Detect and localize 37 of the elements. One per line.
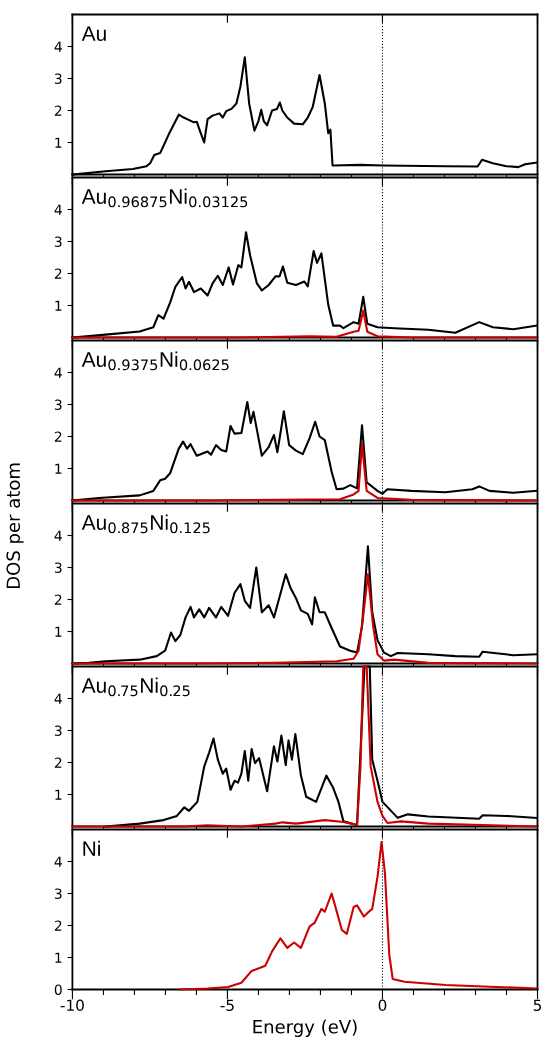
y-tick-label: 4 [54,41,62,52]
y-tick-label: 4 [54,856,62,867]
y-tick-label: 1 [55,789,62,800]
chart-title: Au$_{0.9375}$Ni$_{0.0625}$ [81,351,229,371]
x-axis-title: Energy (eV) [253,1019,357,1038]
chart-title: Au$_{0.96875}$Ni$_{0.03125}$ [81,188,248,208]
y-tick-label: 1 [55,137,62,148]
chart-title: Au$_{0.75}$Ni$_{0.25}$ [81,677,190,697]
y-tick-label: 0 [54,984,62,995]
x-tick-label: -10 [60,999,84,1012]
y-tick-label: 4 [54,367,62,378]
y-tick-label: 2 [54,268,62,279]
y-tick-label: 4 [54,693,62,704]
chart-title: Ni [83,840,100,856]
y-tick-label: 1 [55,952,62,963]
y-axis-title: DOS per atom [6,463,24,589]
x-tick-label: 0 [378,999,387,1012]
y-tick-label: 3 [54,73,62,84]
x-tick-label: -5 [220,999,234,1012]
y-tick-label: 2 [54,920,62,931]
chart-title: Au$_{0.875}$Ni$_{0.125}$ [81,514,210,534]
x-tick-label: 5 [533,999,542,1012]
y-tick-label: 1 [55,300,62,311]
y-tick-label: 3 [54,888,62,899]
y-tick-label: 3 [54,562,62,573]
y-tick-label: 4 [54,530,62,541]
y-tick-label: 2 [54,594,62,605]
y-tick-label: 4 [54,204,62,215]
y-tick-label: 1 [55,626,62,637]
y-tick-label: 3 [54,399,62,410]
y-tick-label: 2 [54,757,62,768]
y-tick-label: 3 [54,725,62,736]
y-tick-label: 1 [55,463,62,474]
chart-title: Au [81,26,106,41]
y-tick-label: 2 [54,431,62,442]
y-tick-label: 2 [54,105,62,116]
y-tick-label: 3 [54,236,62,247]
